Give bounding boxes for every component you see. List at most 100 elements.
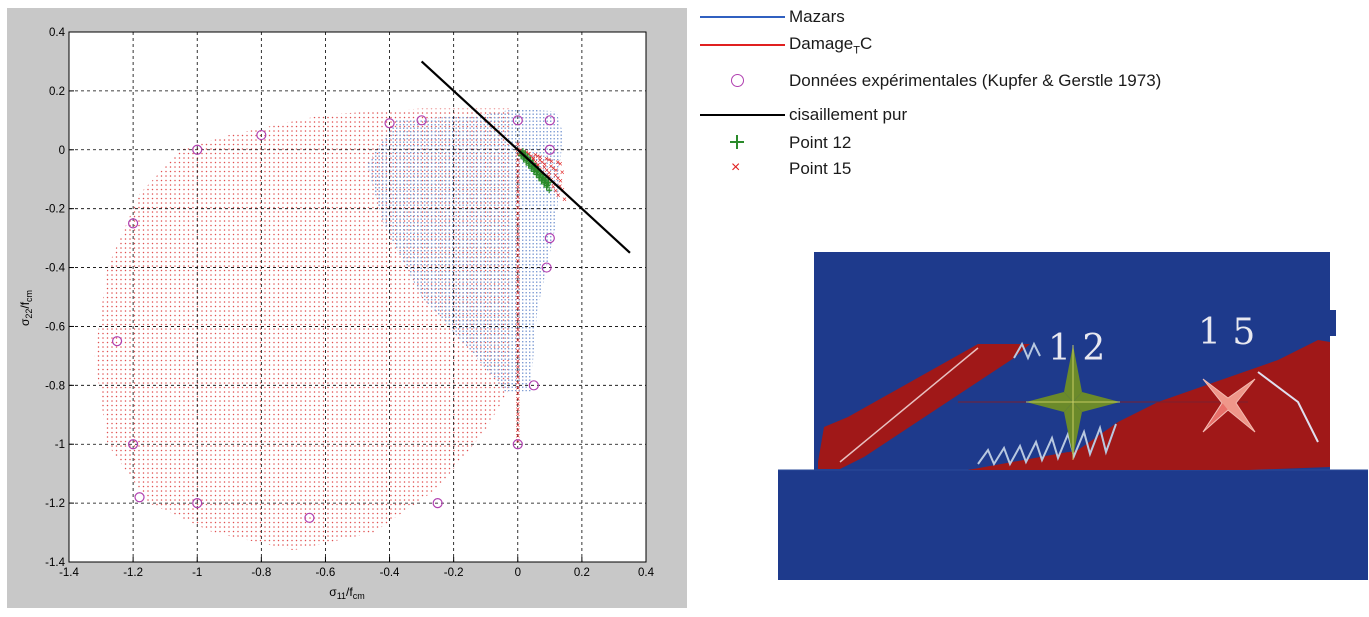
point-15-mark: × [515,156,520,165]
point-15-mark: × [527,149,532,158]
simulation-svg: 1 2 1 5 [778,252,1368,580]
point-15-mark: × [515,198,520,207]
legend-label: Données expérimentales (Kupfer & Gerstle… [789,71,1162,90]
point-15-mark: × [524,148,529,157]
x-tick-label: -0.4 [380,567,400,579]
point-15-mark: × [515,309,520,318]
x-axis-label: σ11/fcm [329,585,364,601]
series-marks: ××××××××××××××××××××××××××××××××××××××××… [111,60,631,523]
point-15-mark: × [515,256,520,265]
experimental-point [384,118,395,129]
point-15-mark: × [515,373,520,382]
point-15-mark: × [515,262,520,271]
mazars-point-cloud [367,108,563,392]
point-15-mark: × [515,230,520,239]
point-15-mark: × [533,151,538,160]
point-15-mark: × [536,160,541,169]
damage-simulation-image: 1 2 1 5 [778,252,1368,582]
point-15-mark: × [544,166,549,175]
point-15-mark: × [555,158,560,167]
point-15-mark: × [558,177,563,186]
point-15-mark: × [515,426,520,435]
point-15-mark: × [547,168,552,177]
point-15-mark: × [553,171,558,180]
point-15-mark: × [551,182,556,191]
point-clouds [94,108,563,551]
point-15-mark: × [515,320,520,329]
experimental-point [134,492,145,503]
point-15-mark: × [531,154,536,163]
point-15-mark: × [515,362,520,371]
point-15-mark: × [542,160,547,169]
legend-line-red [700,32,785,58]
legend-entry-point12: Point 12 [700,130,851,156]
point-15-mark: × [556,191,561,200]
x-tick-label: -0.6 [316,567,336,579]
point-15-mark: × [515,283,520,292]
point-15-mark: × [515,241,520,250]
point-15-mark: × [558,182,563,191]
point-15-mark: × [515,415,520,424]
point-15-mark: × [515,203,520,212]
point-15-mark: × [515,140,520,149]
point-15-mark: × [529,152,534,161]
point-15-mark: × [549,157,554,166]
point-15-mark: × [515,161,520,170]
point-15-mark: × [537,156,542,165]
x-tick-label: -1 [192,567,202,579]
point-15-mark: × [515,214,520,223]
point-15-mark: × [515,431,520,440]
point-15-mark: × [533,158,538,167]
y-tick-label: -0.4 [45,263,65,275]
point-15-mark: × [515,172,520,181]
legend-entry-experimental: Données expérimentales (Kupfer & Gerstle… [700,68,1161,94]
point-15-mark: × [515,188,520,197]
plot-panel: × × × × × × × × × × × × × × × × × × × × × × × × × × × × × × × × × × × × × × × ×… [7,8,687,608]
point-15-mark: × [515,352,520,361]
y-tick-label: 0.2 [49,86,65,98]
experimental-point [111,336,123,347]
experimental-point [128,439,139,450]
legend-x-marker: × [731,159,741,176]
point-12-mark [545,179,552,186]
experimental-point [528,380,539,391]
experimental-point [544,233,555,244]
point-15-mark: × [554,166,559,175]
point-15-mark: × [515,288,520,297]
y-tick-label: 0.4 [49,27,66,39]
legend: Mazars DamageTC Données expérimentales (… [700,2,1360,212]
point-15-mark: × [515,394,520,403]
legend-plus-marker [700,130,785,156]
experimental-point [544,144,555,155]
point-15-mark: × [546,172,551,181]
point-15-mark: × [515,410,520,419]
point-15-mark: × [535,152,540,161]
point-15-mark: × [515,219,520,228]
point-15-mark: × [515,225,520,234]
point-15-mark: × [547,156,552,165]
point-15-mark: × [515,150,520,159]
point-15-mark: × [538,153,543,162]
point-15-mark: × [515,405,520,414]
legend-label: DamageTC [789,33,873,57]
experimental-point [192,498,203,509]
x-tick-label: 0.4 [638,567,655,579]
point-15-mark: × [526,150,531,159]
legend-entry-shear: cisaillement pur [700,102,907,128]
legend-label: Mazars [789,7,845,26]
point-15-mark: × [544,154,549,163]
point-15-mark: × [531,155,536,164]
y-tick-label: -1.4 [45,557,65,569]
point-15-mark: × [515,437,520,446]
experimental-point [512,115,523,126]
point-15-mark: × [560,168,565,177]
point-15-mark: × [562,195,567,204]
y-tick-label: -0.2 [45,204,65,216]
experimental-point [192,144,203,155]
point-15-mark: × [556,174,561,183]
point-15-mark: × [515,294,520,303]
point-15-mark: × [515,378,520,387]
experimental-point [544,115,555,126]
point-15-mark: × [515,421,520,430]
point-15-mark: × [515,251,520,260]
